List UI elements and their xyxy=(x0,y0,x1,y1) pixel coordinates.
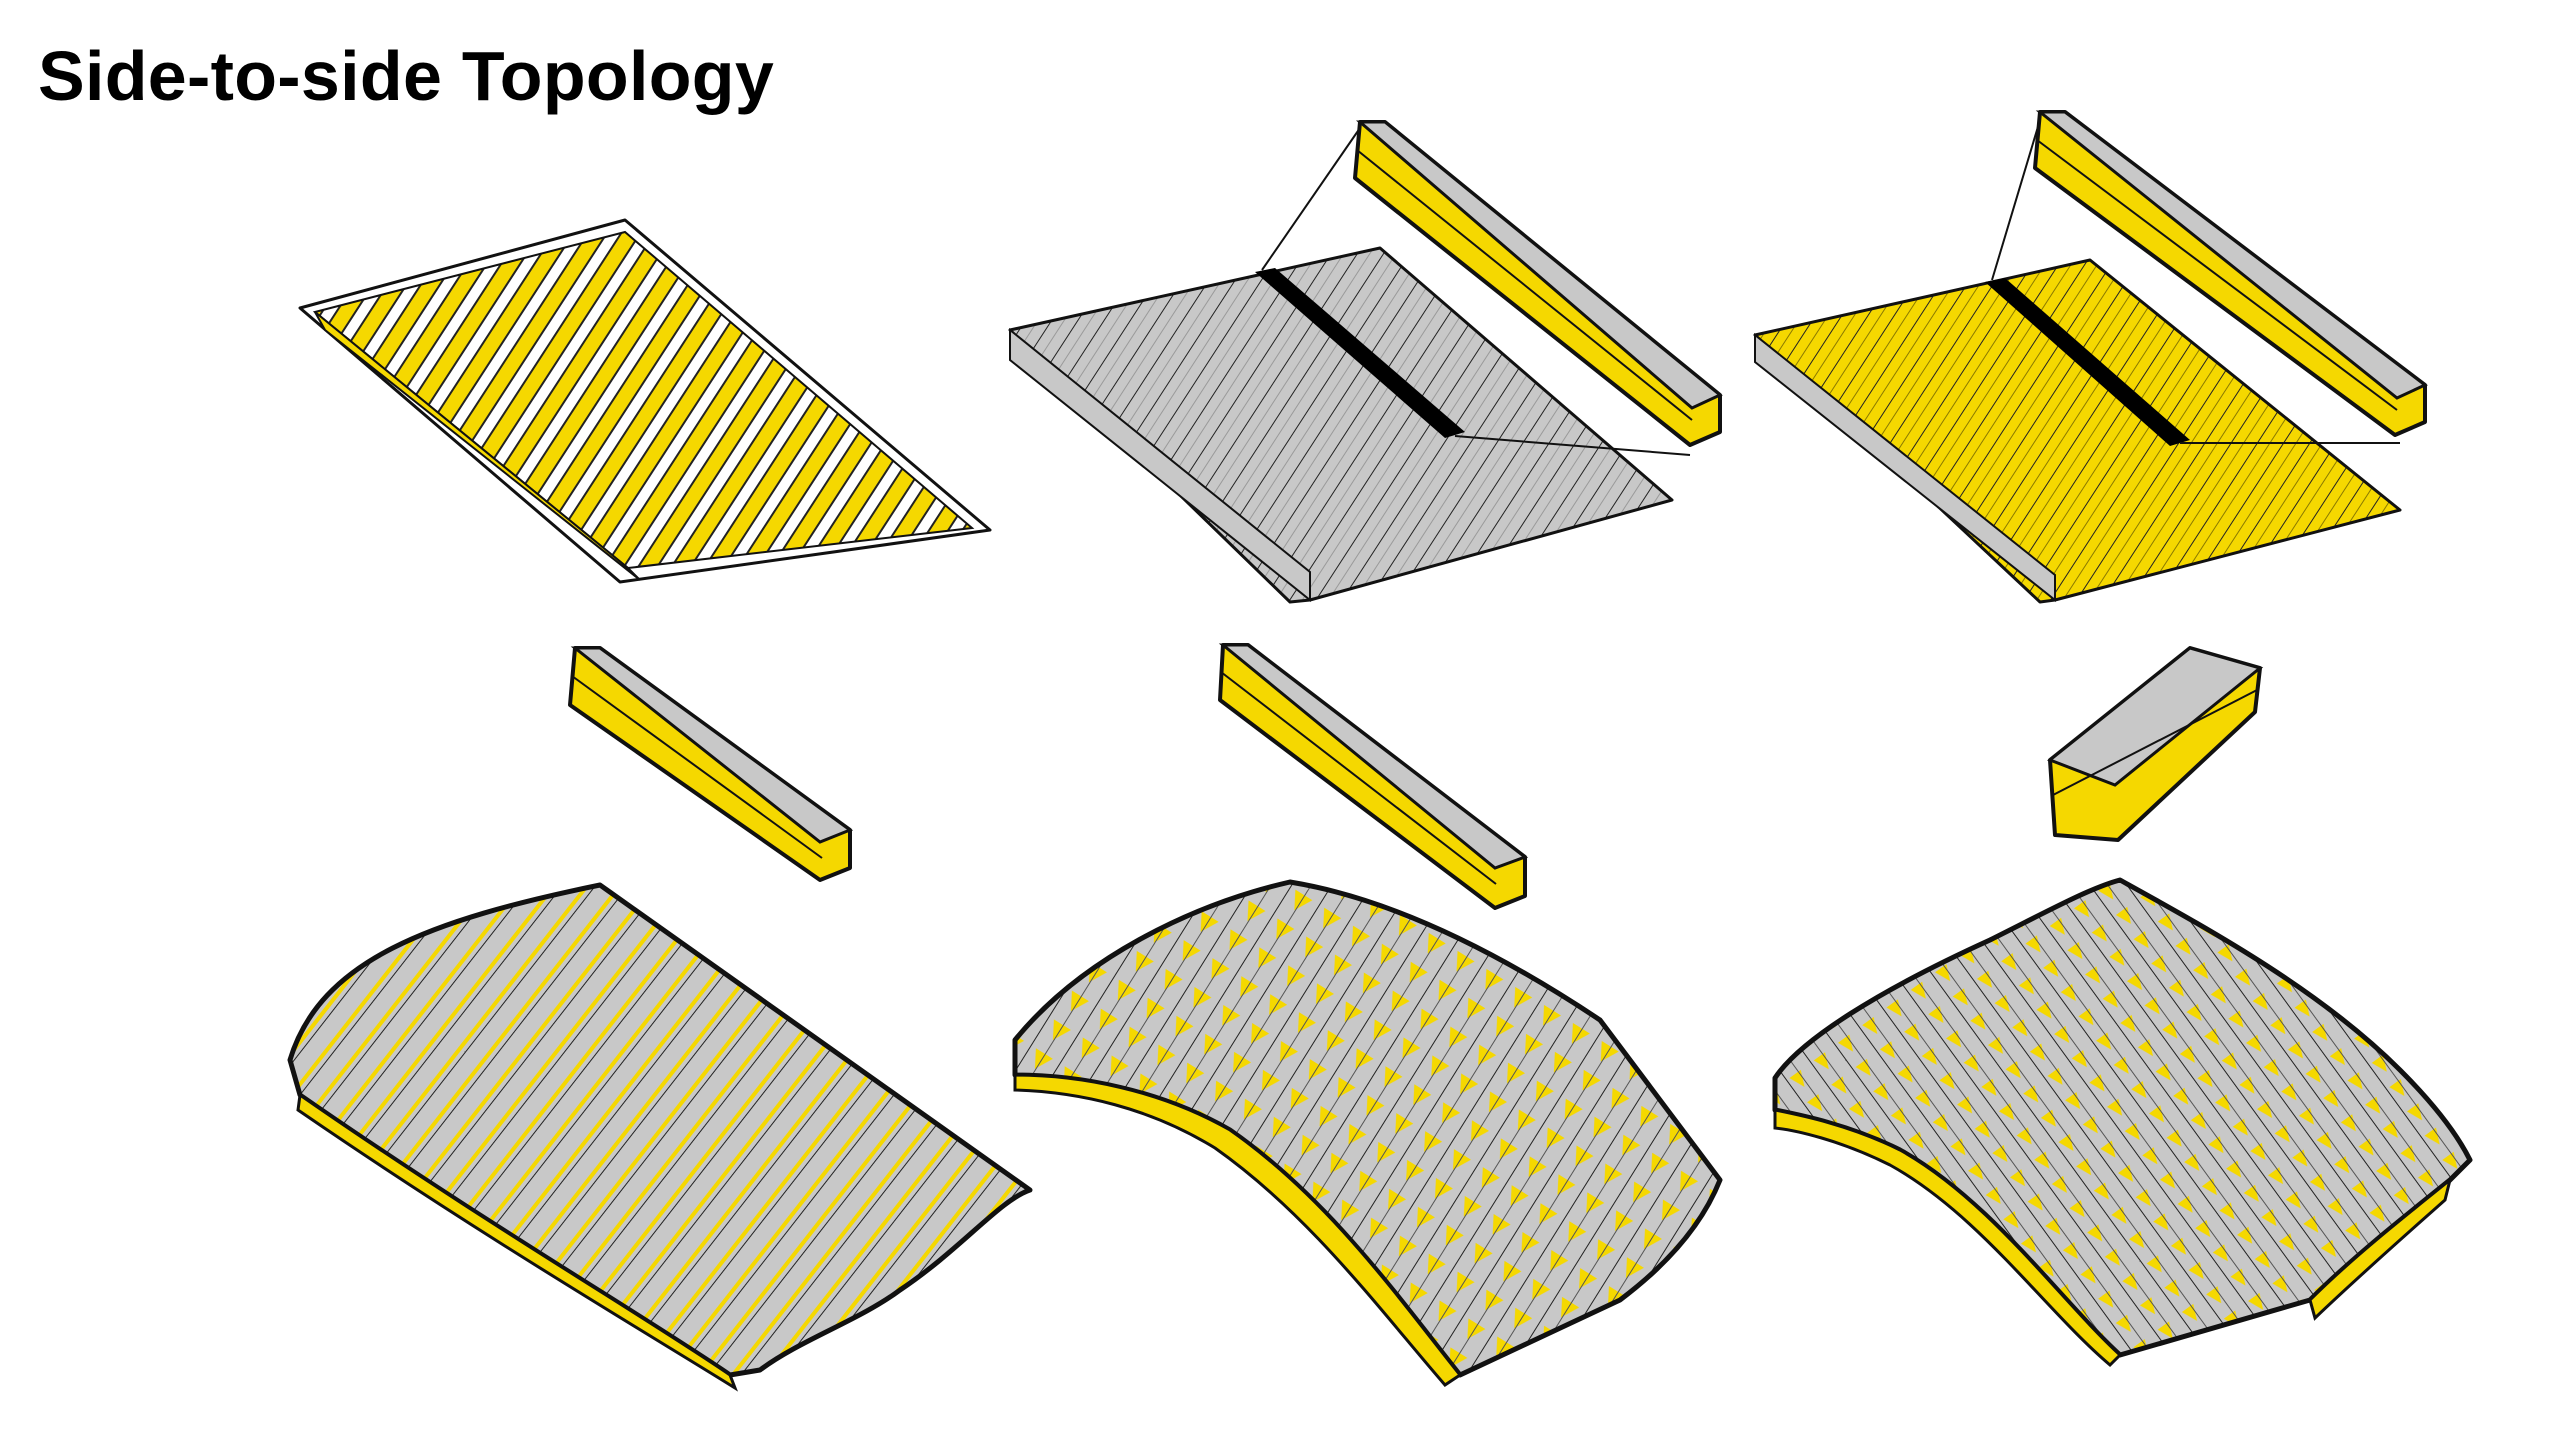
callout-leader-2 xyxy=(1261,127,1691,456)
shell-wave xyxy=(287,882,1033,1392)
element-callout-2 xyxy=(1353,120,1723,447)
panel-flat-grey-logs xyxy=(1008,246,1674,604)
panel-flat-slotted xyxy=(298,218,992,584)
highlighted-beam xyxy=(1255,268,1465,438)
element-callout-3 xyxy=(2033,110,2428,437)
shell-arch xyxy=(1772,877,2473,1368)
element-short-3 xyxy=(2047,646,2264,842)
callout-leader-3 xyxy=(1991,119,2400,444)
element-long-2 xyxy=(1218,643,1529,910)
shell-crossed xyxy=(1012,879,1723,1387)
highlighted-beam-3 xyxy=(1985,278,2190,446)
panel-flat-yellow-logs xyxy=(1753,258,2402,604)
diagram-title: Side-to-side Topology xyxy=(38,37,775,115)
element-long-1 xyxy=(568,646,854,882)
